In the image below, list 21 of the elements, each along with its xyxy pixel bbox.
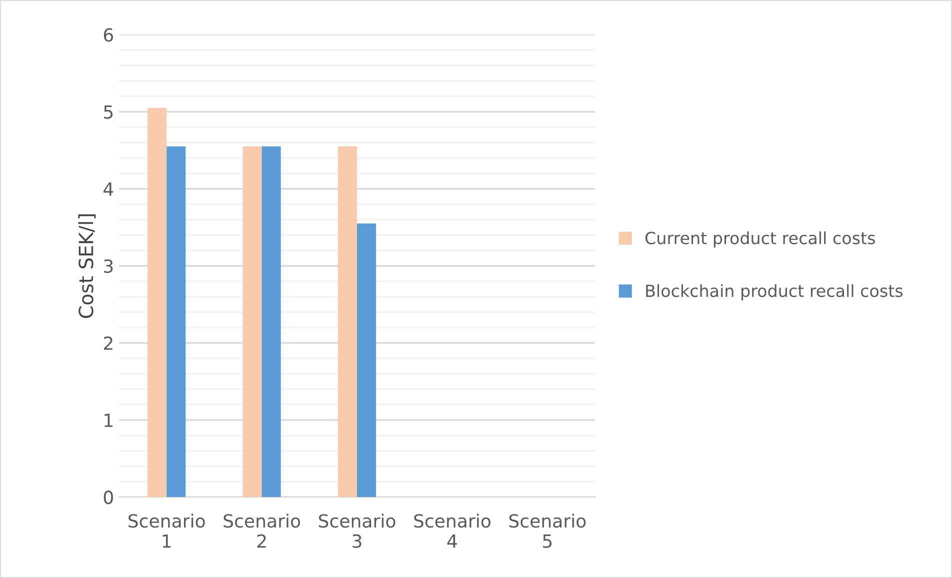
bar (262, 146, 281, 498)
x-tick-label: Scenario 1 (128, 514, 205, 548)
y-tick-label: 4 (104, 182, 114, 196)
y-tick-label: 2 (104, 336, 112, 350)
y-tick-label: 1 (104, 414, 112, 427)
bar (338, 146, 357, 498)
bar (166, 146, 186, 498)
bar (242, 146, 262, 498)
x-tick-label: Scenario 3 (318, 514, 396, 548)
legend-label: Current product recall costs (645, 231, 875, 248)
x-tick-label: Scenario 5 (509, 514, 586, 548)
y-tick-label: 3 (104, 259, 113, 273)
y-tick-label: 0 (104, 490, 113, 504)
y-axis-title: Cost SEK/l] (78, 214, 96, 318)
y-tick-label: 5 (104, 105, 113, 119)
bar (148, 108, 167, 498)
x-tick-label: Scenario 2 (224, 514, 300, 548)
y-tick-label: 6 (104, 28, 113, 42)
legend-label: Blockchain product recall costs (646, 284, 903, 300)
x-tick-label: Scenario 4 (414, 514, 490, 548)
bar (357, 223, 376, 498)
